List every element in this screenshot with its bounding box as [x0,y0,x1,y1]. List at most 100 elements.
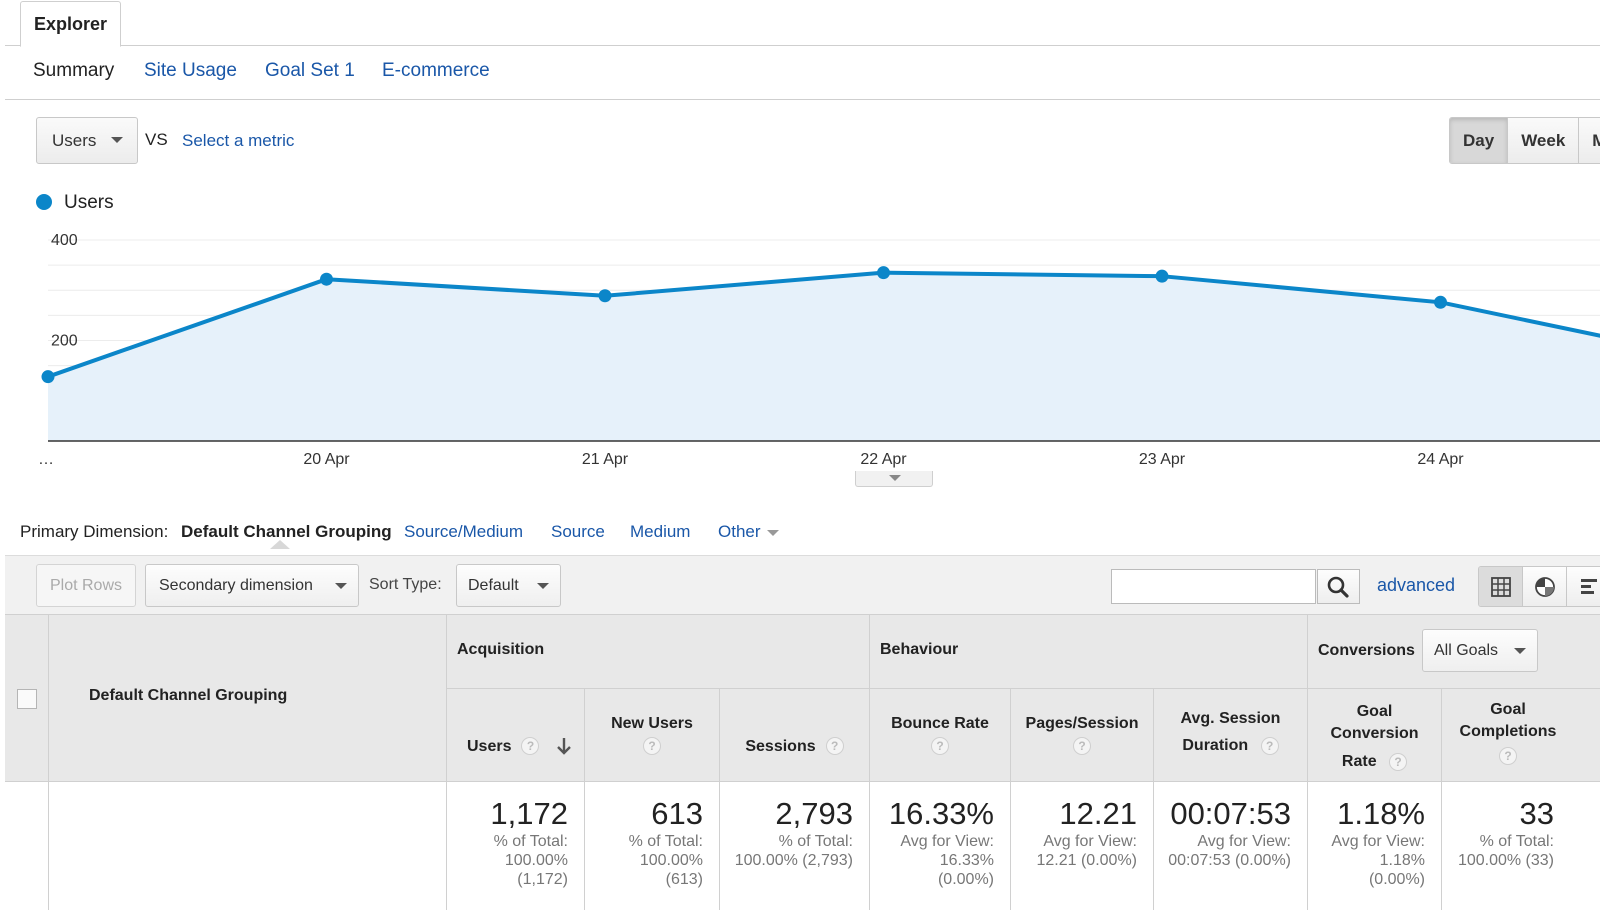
y-tick-label: 400 [51,232,78,249]
total-pages-session-sub2: 12.21 (0.00%) [1036,852,1137,869]
explorer-subtabs: Summary Site Usage Goal Set 1 E-commerce [5,46,1600,100]
subtab-site-usage[interactable]: Site Usage [144,60,237,81]
total-sessions-sub1: % of Total: [778,833,853,850]
pie-view-button[interactable] [1523,567,1567,606]
col-goal-conv-line1: Goal [1356,703,1393,720]
legend-label: Users [64,192,114,213]
dimension-header: Default Channel Grouping [49,614,447,782]
plot-rows-button[interactable]: Plot Rows [36,564,136,607]
col-new-users-label: New Users [611,714,693,732]
performance-view-button[interactable] [1567,567,1600,606]
total-users-sub1: % of Total: [493,833,568,850]
total-goal-comp-sub2: 100.00% (33) [1457,852,1554,869]
table-search-input[interactable] [1111,569,1316,604]
metric-dropdown-value: Users [52,131,97,150]
total-sessions-value: 2,793 [775,796,853,831]
chevron-down-icon [111,137,123,143]
col-new-users-header[interactable]: New Users ? [585,689,720,782]
total-bounce-rate-sub3: (0.00%) [937,871,994,888]
col-avg-session-label-line2: Duration [1182,737,1249,754]
sort-type-dropdown[interactable]: Default [456,564,561,607]
pie-chart-icon [1534,576,1555,597]
sort-type-value: Default [468,577,519,594]
period-month-button[interactable]: Mo [1579,118,1600,163]
col-goal-completions-header[interactable]: Goal Completions ? [1442,689,1600,782]
users-line-chart: 200 400 … 20 Apr 21 Apr 22 Apr 23 Apr 24 Apr [38,232,1600,468]
help-icon[interactable]: ? [643,736,661,755]
subtab-goal-set-1[interactable]: Goal Set 1 [265,60,355,81]
total-goal-comp-sub1: % of Total: [1479,833,1554,850]
goal-select-dropdown[interactable]: All Goals [1422,629,1538,672]
col-goal-conv-line2: Conversion [1330,725,1419,742]
col-bounce-rate-header[interactable]: Bounce Rate ? [870,689,1011,782]
metric-dropdown[interactable]: Users [36,117,138,164]
chevron-down-icon [1514,648,1526,654]
chart-collapse-handle[interactable] [855,471,933,487]
dimension-other[interactable]: Other [718,522,779,542]
advanced-filter-link[interactable]: advanced [1377,575,1456,595]
help-icon[interactable]: ? [825,737,844,755]
total-pages-session-value: 12.21 [1059,796,1137,831]
subtab-ecommerce[interactable]: E-commerce [382,60,490,81]
chevron-down-icon [889,475,901,481]
help-icon[interactable]: ? [521,737,540,755]
behaviour-group-header: Behaviour [870,614,1308,689]
col-users-label: Users [467,737,512,755]
help-icon[interactable]: ? [1389,752,1408,771]
col-users-header[interactable]: Users ? [447,689,585,782]
select-all-checkbox[interactable] [17,689,37,709]
subtab-summary[interactable]: Summary [33,60,115,81]
total-pages-session-sub1: Avg for View: [1043,833,1137,850]
total-pages-session-cell: 12.21 Avg for View: 12.21 (0.00%) [1011,782,1154,910]
data-table-view-button[interactable] [1479,567,1523,606]
dimension-source-medium[interactable]: Source/Medium [404,522,524,541]
users-data-point [598,289,612,303]
total-new-users-sub1: % of Total: [628,833,703,850]
dimension-source[interactable]: Source [551,522,605,541]
legend-dot-icon [36,194,52,210]
x-tick-label: 24 Apr [1417,451,1464,468]
help-icon[interactable]: ? [1260,736,1279,755]
users-data-point [41,370,55,384]
col-goal-comp-line2: Completions [1459,723,1557,740]
col-goal-conversion-rate-header[interactable]: Goal Conversion Rate ? [1308,689,1442,782]
period-day-button[interactable]: Day [1450,118,1509,163]
dimension-header-label[interactable]: Default Channel Grouping [89,687,288,704]
data-table: Default Channel Grouping Acquisition Beh… [5,614,1600,910]
active-dimension-marker [270,540,290,549]
select-metric-link[interactable]: Select a metric [182,131,295,150]
dimension-default-channel-grouping[interactable]: Default Channel Grouping [181,522,392,541]
table-view-toggle [1478,566,1600,607]
search-button[interactable] [1317,569,1360,604]
total-new-users-sub3: (613) [665,871,703,888]
x-tick-label: … [38,451,54,468]
secondary-dimension-dropdown[interactable]: Secondary dimension [145,564,359,607]
conversions-group-header: Conversions All Goals [1308,614,1600,689]
help-icon[interactable]: ? [931,736,949,755]
col-avg-session-duration-header[interactable]: Avg. Session Duration ? [1154,689,1308,782]
primary-dimension-bar: Primary Dimension: Default Channel Group… [20,522,779,542]
help-icon[interactable]: ? [1499,747,1517,765]
col-pages-session-header[interactable]: Pages/Session ? [1011,689,1154,782]
acquisition-label: Acquisition [457,641,545,658]
col-sessions-label: Sessions [745,737,816,755]
x-tick-label: 21 Apr [582,451,629,468]
total-new-users-value: 613 [651,796,703,831]
help-icon[interactable]: ? [1073,736,1091,755]
tab-explorer[interactable]: Explorer [20,1,121,47]
col-goal-conv-line3: Rate [1341,753,1377,770]
total-bounce-rate-sub2: 16.33% [939,852,994,869]
col-sessions-header[interactable]: Sessions ? [720,689,870,782]
x-tick-label: 22 Apr [860,451,907,468]
dimension-medium[interactable]: Medium [630,522,691,541]
col-goal-comp-line1: Goal [1490,701,1526,718]
total-bounce-rate-cell: 16.33% Avg for View: 16.33% (0.00%) [870,782,1011,910]
behaviour-label: Behaviour [880,641,959,658]
sort-descending-icon [557,738,572,755]
total-avg-session-sub2: 00:07:53 (0.00%) [1168,852,1291,869]
chevron-down-icon [766,529,779,536]
total-goal-comp-cell: 33 % of Total: 100.00% (33) [1442,782,1600,910]
vs-label: VS [145,130,168,149]
total-goal-conv-sub2: 1.18% [1379,852,1425,869]
period-week-button[interactable]: Week [1508,118,1580,163]
